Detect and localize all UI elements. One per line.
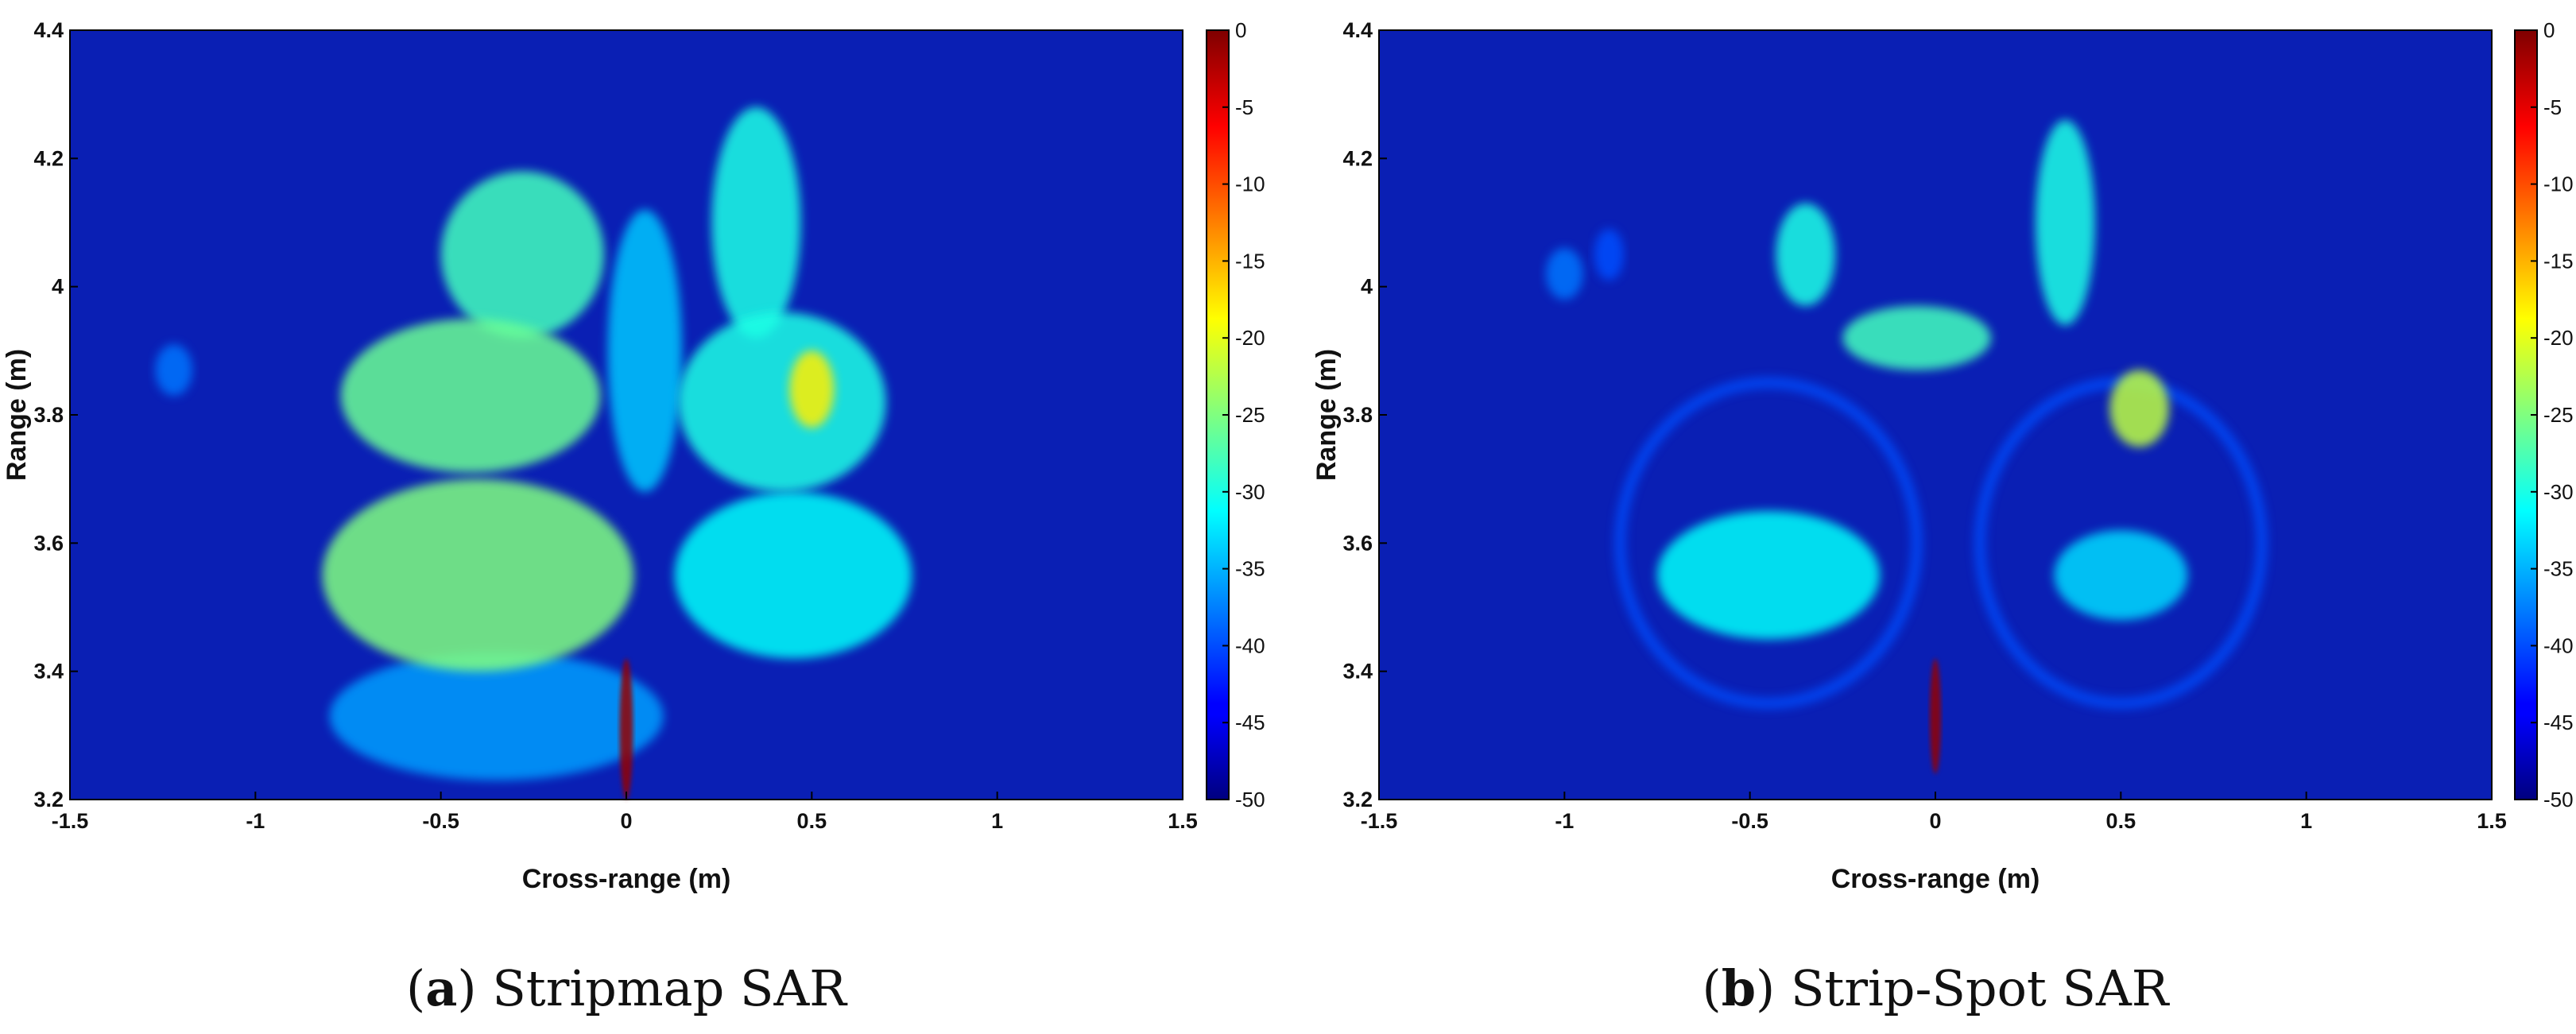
feature-right-bright-spot	[2109, 370, 2170, 447]
feature-right-body-lower	[2054, 530, 2188, 621]
x-axis-title-b: Cross-range (m)	[1831, 864, 2040, 894]
y-tick-label: 3.6	[33, 531, 64, 555]
feature-isolated-left-spot	[155, 344, 193, 396]
y-axis-title-a: Range (m)	[2, 349, 32, 481]
colorbar-tick-label: -40	[1235, 633, 1265, 657]
feature-center-column	[607, 209, 682, 492]
x-tick-label: 0.5	[2106, 809, 2136, 833]
colorbar-tick-label: -30	[2543, 480, 2574, 504]
feature-left-body-middle	[340, 319, 601, 473]
colorbar-tick-label: -25	[1235, 403, 1265, 427]
caption-text-b: Strip-Spot SAR	[1791, 959, 2171, 1017]
x-tick-label: 0.5	[797, 809, 827, 833]
feature-peak-strong-point	[619, 658, 633, 800]
x-tick-label: -1.5	[52, 809, 89, 833]
x-axis-title-a: Cross-range (m)	[522, 864, 731, 894]
caption-letter-a: a	[425, 959, 457, 1017]
colorbar-tick-label: -15	[1235, 249, 1265, 273]
colorbar-tick-label: 0	[1235, 18, 1246, 42]
colorbar-tick-label: 0	[2543, 18, 2555, 42]
colorbar-tick-label: -20	[2543, 326, 2574, 350]
x-tick-label: -1	[1555, 809, 1574, 833]
y-tick-label: 3.8	[1342, 403, 1373, 427]
colorbar-tick-label: -10	[2543, 172, 2574, 196]
feature-left-body-lower	[1657, 511, 1880, 640]
y-tick-label: 3.2	[1342, 788, 1373, 811]
feature-left-body-upper	[1776, 203, 1836, 306]
caption-letter-b: b	[1722, 959, 1756, 1017]
x-tick-label: -1	[246, 809, 265, 833]
y-tick-label: 4.2	[33, 146, 64, 170]
heatmap-features-a	[155, 106, 912, 800]
y-tick-label: 3.4	[33, 660, 64, 684]
colorbar-tick-label: -40	[2543, 633, 2574, 657]
y-axis-title-b: Range (m)	[1311, 349, 1342, 481]
y-tick-label: 4	[52, 275, 64, 299]
y-tick-label: 4.2	[1342, 146, 1373, 170]
y-tick-label: 3.8	[33, 403, 64, 427]
y-tick-label: 3.4	[1342, 660, 1373, 684]
y-tick-label: 3.2	[33, 788, 64, 811]
y-tick-label: 3.6	[1342, 531, 1373, 555]
colorbar-tick-label: -25	[2543, 403, 2574, 427]
colorbar-tick-label: -35	[2543, 557, 2574, 581]
colorbar-tick-label: -50	[2543, 788, 2574, 811]
feature-left-body-base	[329, 652, 664, 780]
feature-left-body-lower	[322, 478, 634, 672]
feature-peak-strong-point	[1930, 658, 1941, 774]
colorbar-tick-label: -45	[2543, 711, 2574, 734]
caption-b: (b) Strip-Spot SAR	[1702, 959, 2170, 1017]
x-tick-label: -0.5	[422, 809, 459, 833]
y-tick-label: 4	[1361, 275, 1373, 299]
x-tick-label: -1.5	[1361, 809, 1398, 833]
colorbar-ticks-b: 0 -5 -10 -15 -20 -25 -30 -35 -40 -45 -50	[2531, 18, 2574, 811]
colorbar-ticks-a: 0 -5 -10 -15 -20 -25 -30 -35 -40 -45 -50	[1222, 18, 1265, 811]
x-tick-label: 1.5	[2477, 809, 2507, 833]
caption-a: (a) Stripmap SAR	[406, 959, 848, 1017]
feature-right-bright-spot	[789, 350, 835, 428]
panel-b-strip-spot: -1.5 -1 -0.5 0 0.5 1 1.53.23.43.63.844.24.4 0-…	[1311, 18, 2574, 1017]
colorbar-tick-label: -15	[2543, 249, 2574, 273]
feature-isolated-left-spot-1	[1546, 248, 1583, 300]
x-tick-label: 1	[991, 809, 1003, 833]
feature-right-body-middle	[678, 312, 886, 492]
colorbar-tick-label: -45	[1235, 711, 1265, 734]
x-tick-label: 0	[1929, 809, 1941, 833]
feature-right-body-lower	[674, 491, 912, 659]
y-tick-label: 4.4	[33, 18, 64, 42]
colorbar-tick-label: -35	[1235, 557, 1265, 581]
colorbar-tick-label: -5	[2543, 95, 2562, 119]
feature-right-body-upper	[711, 106, 801, 339]
x-tick-label: 1.5	[1168, 809, 1198, 833]
feature-left-ring	[1614, 377, 1923, 709]
axes-a: -1.5 -1 -0.5 0 0.5 1 1.5 3.2 3.4 3.6 3.8 4 4.2 4.4	[33, 18, 1197, 833]
colorbar-tick-label: -50	[1235, 788, 1265, 811]
y-tick-label: 4.4	[1342, 18, 1373, 42]
x-tick-label: 1	[2300, 809, 2312, 833]
panel-a-stripmap: -1.5 -1 -0.5 0 0.5 1 1.53.23.43.63.844.24.4 0-…	[2, 18, 1265, 1017]
x-tick-label: 0	[620, 809, 632, 833]
colorbar-tick-label: -30	[1235, 480, 1265, 504]
x-tick-label: -0.5	[1731, 809, 1768, 833]
feature-right-body-upper	[2036, 119, 2095, 326]
caption-text-a: Stripmap SAR	[492, 959, 848, 1017]
feature-left-body-upper	[440, 171, 604, 339]
colorbar-tick-label: -20	[1235, 326, 1265, 350]
heatmap-features-b	[1546, 119, 2268, 774]
feature-isolated-left-spot-2	[1594, 229, 1625, 281]
axes-b: -1.5 -1 -0.5 0 0.5 1 1.5 3.2 3.4 3.6 3.8 4 4.2 4.4	[1342, 18, 2506, 833]
colorbar-tick-label: -10	[1235, 172, 1265, 196]
colorbar-tick-label: -5	[1235, 95, 1253, 119]
feature-center-band	[1842, 305, 1992, 370]
